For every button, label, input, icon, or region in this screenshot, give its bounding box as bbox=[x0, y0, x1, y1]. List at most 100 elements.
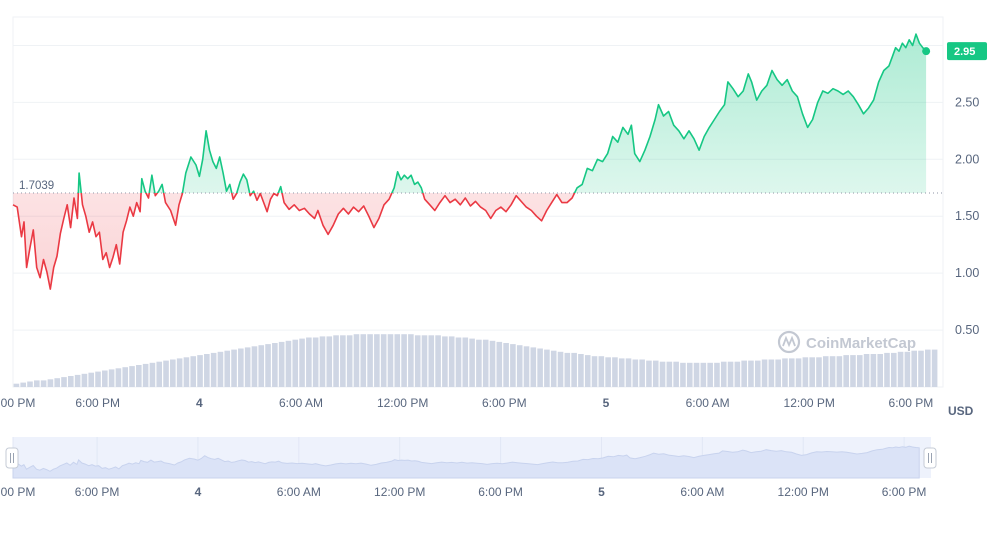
navigator-tick-label: 1:00 PM bbox=[0, 485, 35, 499]
volume-bar bbox=[686, 362, 693, 387]
volume-bar bbox=[897, 351, 904, 387]
volume-bar bbox=[88, 372, 95, 387]
volume-bar bbox=[251, 346, 258, 387]
volume-bar bbox=[693, 362, 700, 387]
volume-bar bbox=[700, 362, 707, 387]
volume-bar bbox=[870, 354, 877, 387]
volume-bar bbox=[482, 339, 489, 387]
volume-bar bbox=[238, 348, 244, 387]
volume-bar bbox=[578, 354, 584, 387]
volume-bar bbox=[204, 354, 210, 387]
volume-bar bbox=[829, 356, 836, 387]
x-axis: 1:00 PM 6:00 PM 4 6:00 AM 12:00 PM 6:00 PM 5 6:… bbox=[0, 396, 933, 410]
volume-bar bbox=[618, 358, 625, 387]
volume-bar bbox=[122, 367, 129, 387]
volume-bar bbox=[285, 340, 292, 387]
y-tick-label: 1.00 bbox=[955, 266, 979, 280]
volume-bar bbox=[455, 337, 462, 387]
navigator-tick-label: 6:00 PM bbox=[75, 485, 120, 499]
volume-bar bbox=[421, 335, 428, 387]
volume-bar bbox=[81, 373, 88, 387]
range-navigator[interactable] bbox=[5, 437, 937, 479]
volume-bar bbox=[822, 356, 829, 387]
volume-bar bbox=[95, 371, 101, 387]
volume-bar bbox=[720, 361, 727, 387]
volume-bar bbox=[652, 360, 659, 387]
volume-bar bbox=[890, 352, 897, 387]
volume-bar bbox=[469, 338, 475, 387]
y-tick-label: 2.50 bbox=[955, 95, 979, 109]
volume-bar bbox=[462, 337, 469, 387]
volume-bar bbox=[102, 370, 108, 387]
x-tick-label: 6:00 PM bbox=[75, 396, 120, 410]
volume-bar bbox=[292, 339, 299, 387]
x-tick-label: 12:00 PM bbox=[784, 396, 835, 410]
volume-bar bbox=[768, 359, 775, 387]
volume-bar bbox=[659, 361, 666, 387]
navigator-area bbox=[12, 445, 920, 479]
volume-bar bbox=[489, 340, 496, 387]
svg-text:2.95: 2.95 bbox=[954, 46, 975, 58]
volume-bar bbox=[734, 361, 741, 387]
volume-bar bbox=[754, 360, 761, 387]
x-tick-label: 6:00 PM bbox=[482, 396, 527, 410]
volume-bar bbox=[217, 351, 224, 387]
navigator-axis: 1:00 PM 6:00 PM 4 6:00 AM 12:00 PM 6:00 PM 5 6:… bbox=[0, 485, 926, 499]
coinmarketcap-icon bbox=[777, 330, 801, 354]
volume-bar bbox=[850, 355, 856, 387]
volume-bar bbox=[795, 358, 802, 387]
volume-bar bbox=[816, 357, 822, 387]
volume-bar bbox=[360, 334, 367, 387]
volume-bar bbox=[27, 381, 33, 387]
volume-bar bbox=[129, 366, 135, 387]
volume-bar bbox=[224, 350, 231, 387]
volume-bar bbox=[496, 341, 503, 387]
line-below-reference bbox=[12, 193, 576, 290]
volume-bar bbox=[136, 365, 142, 387]
volume-bar bbox=[428, 335, 435, 387]
area-above-reference bbox=[13, 34, 927, 194]
navigator-tick-label: 5 bbox=[598, 485, 605, 499]
volume-bar bbox=[802, 357, 809, 387]
volume-bar bbox=[367, 334, 373, 387]
volume-bar bbox=[809, 357, 815, 387]
area-below-reference bbox=[13, 193, 575, 290]
volume-bar bbox=[54, 378, 61, 387]
volume-bar bbox=[401, 334, 407, 387]
volume-bar bbox=[333, 335, 339, 387]
volume-bar bbox=[346, 335, 353, 387]
volume-bar bbox=[877, 354, 883, 387]
volume-bar bbox=[924, 349, 931, 387]
volume-bar bbox=[414, 335, 421, 387]
navigator-handle-right[interactable] bbox=[923, 447, 937, 469]
price-area bbox=[13, 34, 927, 290]
volume-bar bbox=[911, 350, 917, 387]
volume-bar bbox=[13, 383, 20, 387]
volume-bar bbox=[374, 334, 380, 387]
watermark: CoinMarketCap bbox=[777, 330, 916, 354]
volume-bar bbox=[788, 358, 795, 387]
volume-bar bbox=[918, 350, 924, 387]
y-tick-label: 2.00 bbox=[955, 152, 979, 166]
volume-bar bbox=[714, 362, 720, 387]
volume-bar bbox=[442, 336, 448, 387]
volume-bar bbox=[448, 336, 455, 387]
volume-bar bbox=[632, 359, 639, 387]
volume-bar bbox=[34, 380, 40, 387]
navigator-tick-label: 4 bbox=[195, 485, 202, 499]
volume-bar bbox=[387, 334, 394, 387]
y-tick-label: 0.50 bbox=[955, 323, 979, 337]
volume-bar bbox=[278, 341, 285, 387]
volume-bar bbox=[598, 356, 605, 387]
navigator-handle-left[interactable] bbox=[5, 447, 19, 469]
volume-bar bbox=[326, 336, 333, 387]
volume-bar bbox=[319, 336, 326, 387]
volume-bar bbox=[183, 357, 190, 387]
volume-bar bbox=[564, 352, 571, 387]
volume-bar bbox=[510, 344, 516, 387]
current-price-badge: 2.95 bbox=[947, 42, 987, 61]
volume-bar bbox=[612, 357, 618, 387]
volume-bar bbox=[61, 377, 67, 387]
volume-bar bbox=[537, 348, 543, 387]
